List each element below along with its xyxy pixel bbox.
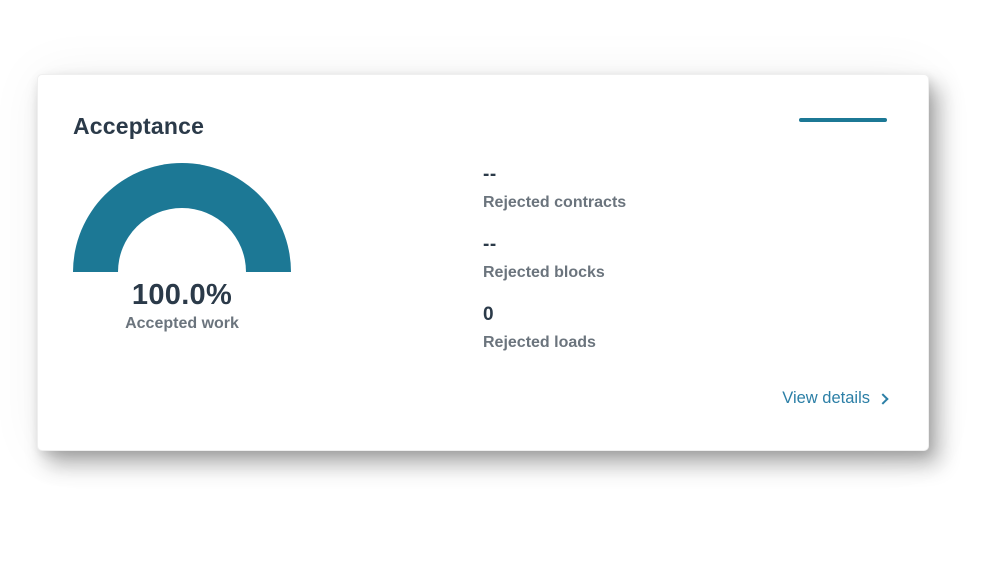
card-title: Acceptance [73, 113, 205, 139]
gauge-value: 100.0% [131, 279, 233, 311]
acceptance-card: Acceptance 100.0% Accepted work -- Rejec… [37, 74, 929, 451]
metric-label: Rejected contracts [483, 194, 627, 211]
chevron-right-icon [877, 393, 889, 405]
view-details-label: View details [782, 389, 870, 407]
gauge-caption: Accepted work [125, 315, 239, 332]
metric-rejected-contracts: -- Rejected contracts [483, 165, 626, 215]
rejection-metrics: -- Rejected contracts -- Rejected blocks… [483, 165, 626, 355]
metric-value: 0 [483, 304, 495, 325]
metric-rejected-blocks: -- Rejected blocks [483, 235, 626, 285]
view-details-link[interactable]: View details [782, 389, 889, 408]
trend-sparkline [799, 118, 887, 122]
acceptance-gauge [73, 163, 291, 272]
metric-label: Rejected blocks [483, 264, 605, 281]
metric-value: -- [483, 164, 497, 185]
metric-value: -- [483, 234, 497, 255]
metric-rejected-loads: 0 Rejected loads [483, 305, 626, 355]
metric-label: Rejected loads [483, 334, 596, 351]
